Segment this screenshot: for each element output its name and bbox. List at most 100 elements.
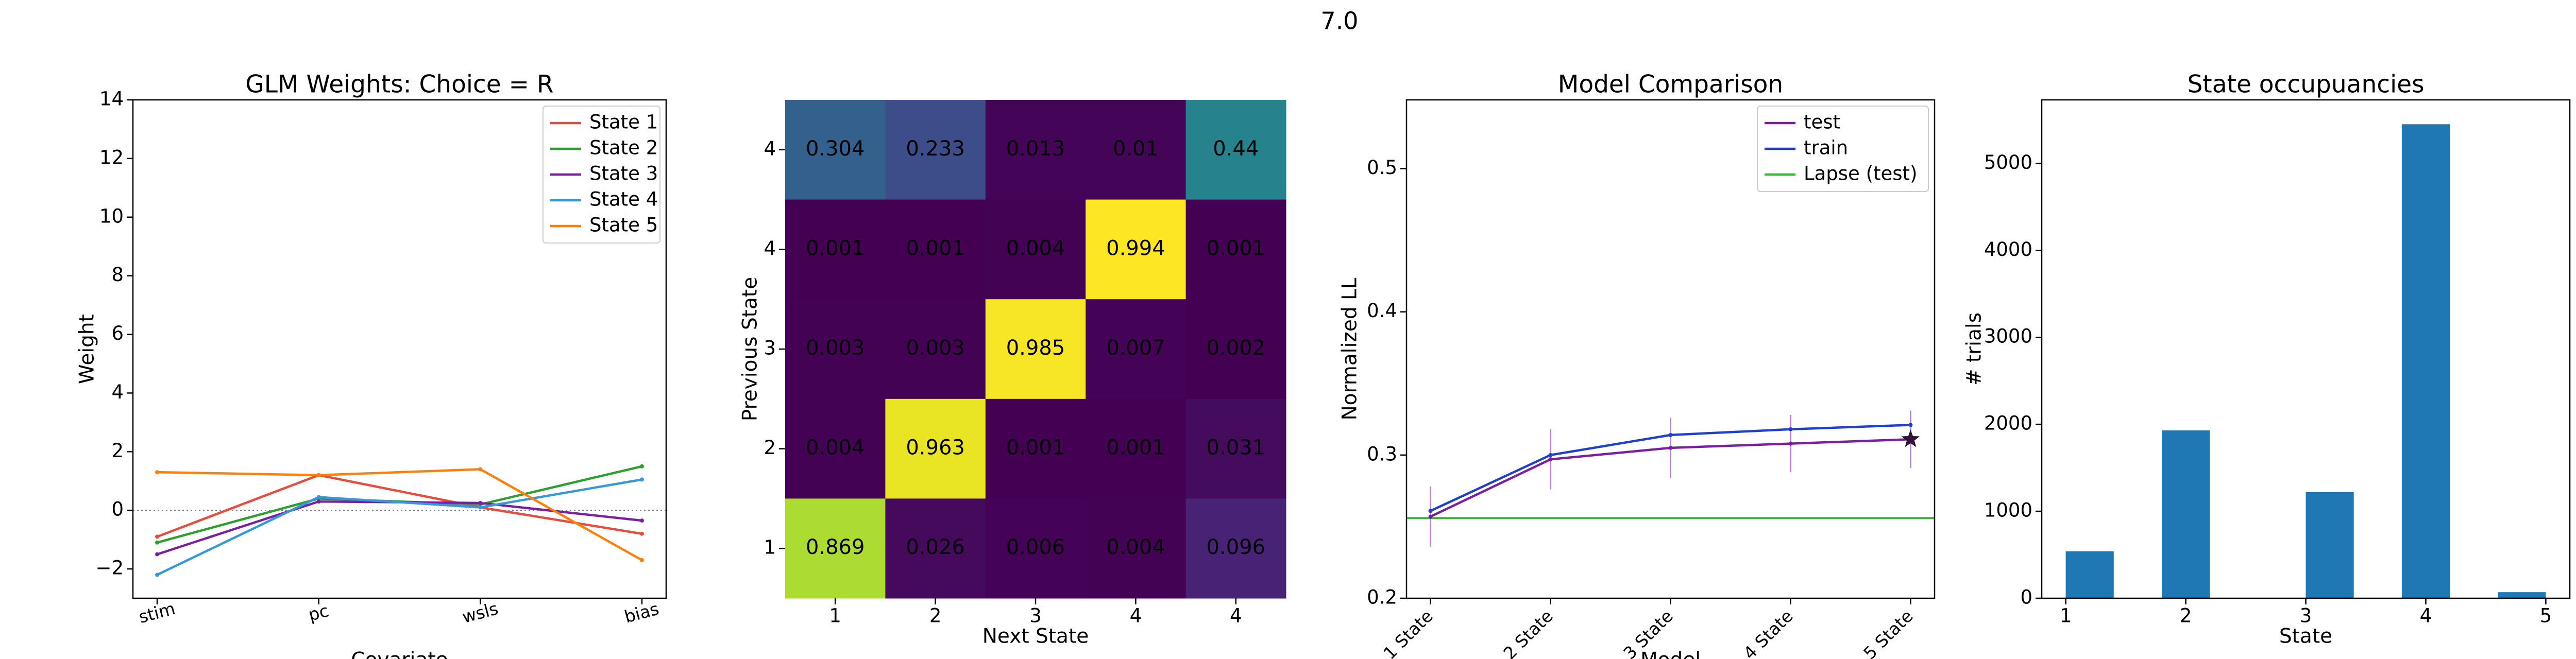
x-tick-label: 3 bbox=[1029, 605, 1042, 627]
x-tick-label: 4 bbox=[2420, 605, 2432, 627]
x-tick-label: 4 bbox=[1130, 605, 1142, 627]
cell-label: 0.007 bbox=[1106, 336, 1165, 360]
y-tick-label: 3 bbox=[764, 337, 776, 359]
y-axis-label: Normalized LL bbox=[1338, 278, 1362, 420]
y-axis-label: # trials bbox=[1963, 313, 1986, 386]
y-tick-label: 5000 bbox=[1984, 151, 2032, 174]
x-tick-label: 4 State bbox=[1739, 606, 1797, 659]
cell-label: 0.004 bbox=[1006, 236, 1065, 260]
heatmap-cell bbox=[985, 498, 1086, 599]
cell-label: 0.003 bbox=[906, 336, 965, 360]
heatmap-cell bbox=[1086, 498, 1187, 599]
point-marker bbox=[155, 534, 160, 539]
legend-label: State 5 bbox=[589, 214, 658, 236]
axes-title: State occupuancies bbox=[2187, 71, 2424, 99]
cell-label: 0.01 bbox=[1113, 137, 1159, 161]
series-line bbox=[157, 468, 643, 561]
cell-label: 0.026 bbox=[906, 535, 965, 559]
point-marker bbox=[155, 470, 160, 475]
legend-label: test bbox=[1804, 111, 1840, 133]
cell-label: 0.001 bbox=[1106, 436, 1165, 460]
axes-frame bbox=[1405, 99, 1936, 599]
suptitle: 7.0 bbox=[1320, 7, 1358, 35]
heatmap-cell bbox=[985, 100, 1086, 200]
bar bbox=[2306, 492, 2354, 598]
point-marker bbox=[1428, 509, 1433, 513]
point-marker bbox=[1788, 427, 1793, 431]
legend-label: State 4 bbox=[589, 188, 658, 211]
legend-label: State 1 bbox=[589, 111, 658, 133]
y-tick-label: 10 bbox=[99, 205, 124, 227]
point-marker bbox=[1548, 453, 1553, 457]
heatmap-cell bbox=[985, 299, 1086, 400]
cell-label: 0.994 bbox=[1106, 236, 1165, 260]
legend-box bbox=[543, 106, 660, 244]
point-marker bbox=[478, 467, 483, 472]
axes-title: GLM Weights: Choice = R bbox=[245, 71, 553, 99]
best-marker bbox=[1901, 429, 1920, 447]
cell-label: 0.096 bbox=[1207, 535, 1266, 559]
x-axis-label: Covariate bbox=[351, 649, 448, 659]
x-tick-label: 2 bbox=[2180, 605, 2192, 627]
point-marker bbox=[316, 499, 321, 504]
x-axis-label: State bbox=[2279, 625, 2332, 648]
x-tick-label: pc bbox=[306, 600, 331, 625]
cell-label: 0.001 bbox=[1207, 236, 1266, 260]
axes-frame bbox=[2041, 99, 2571, 599]
y-tick-label: 2000 bbox=[1984, 412, 2032, 435]
y-tick-label: 0.4 bbox=[1367, 300, 1397, 322]
heatmap-cell bbox=[1185, 398, 1286, 499]
heatmap-cell bbox=[1185, 299, 1286, 400]
y-tick-label: 0 bbox=[111, 498, 124, 521]
cell-label: 0.006 bbox=[1006, 535, 1065, 559]
x-tick-label: 3 bbox=[2300, 605, 2312, 627]
cell-label: 0.985 bbox=[1006, 336, 1065, 360]
cell-label: 0.004 bbox=[1106, 535, 1165, 559]
heatmap-cell bbox=[1185, 199, 1286, 300]
point-marker bbox=[155, 573, 160, 577]
y-tick-label: 4 bbox=[764, 237, 776, 259]
y-tick-label: 8 bbox=[111, 264, 124, 286]
point-marker bbox=[478, 500, 483, 505]
cell-label: 0.001 bbox=[1006, 436, 1065, 460]
subplot: 0 1000 2000 3000 4000 5000 1 2 3 4 5 State occupuan… bbox=[1963, 71, 2571, 648]
cell-label: 0.304 bbox=[806, 137, 865, 161]
x-axis-label: Next State bbox=[982, 625, 1089, 648]
heatmap-cell bbox=[1086, 299, 1187, 400]
cell-label: 0.002 bbox=[1207, 336, 1266, 360]
series-line bbox=[157, 478, 642, 576]
subplot: 0.20.30.40.51 State 2 State 3 State 4 State… bbox=[1338, 71, 1936, 659]
x-tick-label: wsls bbox=[460, 598, 500, 627]
y-tick-label: 1000 bbox=[1984, 499, 2032, 522]
legend-label: State 2 bbox=[589, 137, 658, 159]
heatmap-cell bbox=[1185, 100, 1286, 200]
x-axis-label: Model bbox=[1640, 649, 1701, 659]
point-marker bbox=[478, 505, 483, 510]
legend-label: State 3 bbox=[589, 163, 658, 185]
series-line bbox=[157, 474, 642, 538]
cell-label: 0.233 bbox=[906, 137, 965, 161]
heatmap-cell bbox=[1086, 100, 1187, 200]
heatmap-cell bbox=[885, 498, 986, 599]
y-tick-label: 4 bbox=[764, 137, 776, 160]
heatmap-cell bbox=[785, 398, 886, 499]
point-marker bbox=[639, 464, 644, 469]
x-tick-label: 4 bbox=[1230, 605, 1242, 627]
point-marker bbox=[639, 477, 644, 482]
point-marker bbox=[639, 531, 644, 536]
heatmap-cell bbox=[985, 398, 1086, 499]
heatmap-cell bbox=[885, 199, 986, 300]
y-axis-label: Previous State bbox=[739, 277, 762, 421]
x-tick-label: 1 bbox=[829, 605, 841, 627]
y-tick-label: −2 bbox=[95, 557, 124, 579]
x-tick-label: 2 State bbox=[1499, 606, 1557, 659]
point-marker bbox=[1428, 514, 1433, 519]
point-marker bbox=[1908, 423, 1913, 427]
y-tick-label: 12 bbox=[99, 146, 124, 168]
legend-box bbox=[1757, 106, 1929, 192]
axes-title: Model Comparison bbox=[1558, 71, 1783, 99]
subplot: 0.304 0.233 0.013 0.01 0.44 0.001 0.001 0.004 0.… bbox=[739, 100, 1286, 648]
point-marker bbox=[1788, 441, 1793, 446]
cell-label: 0.869 bbox=[806, 535, 865, 559]
